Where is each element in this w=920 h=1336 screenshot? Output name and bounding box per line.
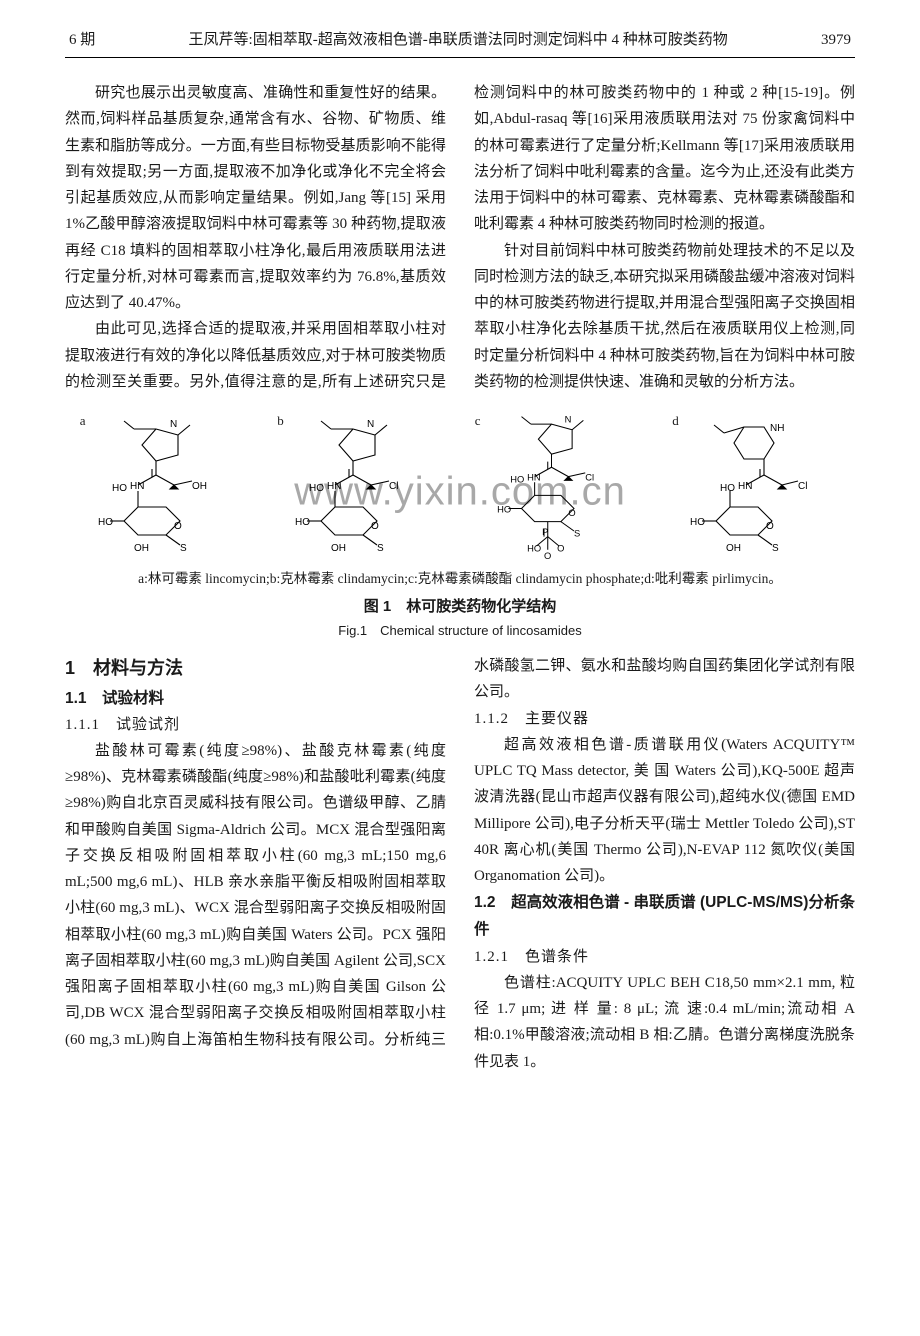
svg-text:S: S <box>772 543 779 554</box>
molecule-label-b: b <box>277 413 284 429</box>
svg-text:Cl: Cl <box>585 472 594 482</box>
svg-text:O: O <box>568 508 575 518</box>
svg-text:O: O <box>174 521 182 532</box>
molecule-row: www.yixin.com.cn a <box>65 411 855 561</box>
molecule-svg: NH HO HN Cl HO OH O S <box>666 411 846 561</box>
svg-text:HO: HO <box>112 483 127 494</box>
figure-caption-cn: 图 1 林可胺类药物化学结构 <box>65 595 855 616</box>
svg-text:HN: HN <box>527 472 541 482</box>
paragraph: 研究也展示出灵敏度高、准确性和重复性好的结果。然而,饲料样品基质复杂,通常含有水… <box>65 80 446 316</box>
svg-text:Cl: Cl <box>389 481 398 492</box>
svg-text:N: N <box>564 414 571 424</box>
svg-text:HO: HO <box>720 483 735 494</box>
heading-1-2: 1.2 超高效液相色谱 - 串联质谱 (UPLC-MS/MS)分析条件 <box>474 889 855 943</box>
heading-1-1-1: 1.1.1 试验试剂 <box>65 712 446 738</box>
svg-text:HO: HO <box>527 544 541 554</box>
svg-text:P: P <box>542 527 548 537</box>
issue-label: 6 期 <box>69 28 95 49</box>
heading-1: 1 材料与方法 <box>65 653 446 685</box>
paragraph: 超高效液相色谱-质谱联用仪(Waters ACQUITY™ UPLC TQ Ma… <box>474 732 855 890</box>
svg-text:HO: HO <box>98 517 113 528</box>
svg-text:S: S <box>574 529 580 539</box>
figure-compound-legend: a:林可霉素 lincomycin;b:克林霉素 clindamycin;c:克… <box>65 567 855 587</box>
svg-text:O: O <box>766 521 774 532</box>
molecule-b: b N HO HN C <box>271 411 451 561</box>
molecule-svg: N HO HN Cl HO OH O S <box>271 411 451 561</box>
header-rule <box>65 57 855 58</box>
svg-text:HO: HO <box>497 504 511 514</box>
svg-text:HO: HO <box>309 483 324 494</box>
body-top-columns: 研究也展示出灵敏度高、准确性和重复性好的结果。然而,饲料样品基质复杂,通常含有水… <box>65 80 855 395</box>
heading-1-1: 1.1 试验材料 <box>65 685 446 712</box>
running-title: 王凤芹等:固相萃取-超高效液相色谱-串联质谱法同时测定饲料中 4 种林可胺类药物 <box>189 28 728 49</box>
svg-text:NH: NH <box>770 423 784 434</box>
svg-text:O: O <box>544 551 551 561</box>
svg-text:O: O <box>371 521 379 532</box>
svg-text:S: S <box>377 543 384 554</box>
svg-text:HO: HO <box>510 474 524 484</box>
heading-1-2-1: 1.2.1 色谱条件 <box>474 944 855 970</box>
paragraph: 色谱柱:ACQUITY UPLC BEH C18,50 mm×2.1 mm, 粒… <box>474 970 855 1075</box>
svg-text:HO: HO <box>295 517 310 528</box>
svg-text:S: S <box>180 543 187 554</box>
figure-1: www.yixin.com.cn a <box>65 411 855 639</box>
figure-caption-en: Fig.1 Chemical structure of lincosamides <box>65 620 855 639</box>
molecule-a: a N HO HN O <box>74 411 254 561</box>
svg-text:Cl: Cl <box>798 481 807 492</box>
svg-text:OH: OH <box>726 543 741 554</box>
svg-text:HN: HN <box>738 481 752 492</box>
paragraph: 针对目前饲料中林可胺类药物前处理技术的不足以及同时检测方法的缺乏,本研究拟采用磷… <box>474 238 855 396</box>
page-number: 3979 <box>821 32 851 49</box>
svg-text:OH: OH <box>192 481 207 492</box>
molecule-svg: N HO HN Cl HO O S HO O O P <box>469 411 649 561</box>
body-bottom-columns: 1 材料与方法 1.1 试验材料 1.1.1 试验试剂 盐酸林可霉素(纯度≥98… <box>65 653 855 1075</box>
svg-text:HO: HO <box>690 517 705 528</box>
molecule-c: c <box>469 411 649 561</box>
molecule-label-d: d <box>672 413 679 429</box>
svg-text:N: N <box>170 419 177 430</box>
svg-text:O: O <box>557 544 564 554</box>
heading-1-1-2: 1.1.2 主要仪器 <box>474 706 855 732</box>
svg-text:HN: HN <box>327 481 341 492</box>
svg-text:HN: HN <box>130 481 144 492</box>
molecule-svg: N HO HN OH HO OH O S <box>74 411 254 561</box>
molecule-label-a: a <box>80 413 86 429</box>
molecule-label-c: c <box>475 413 481 429</box>
molecule-d: d NH HO HN Cl <box>666 411 846 561</box>
svg-text:OH: OH <box>134 543 149 554</box>
svg-text:N: N <box>367 419 374 430</box>
svg-text:OH: OH <box>331 543 346 554</box>
running-header: 6 期 王凤芹等:固相萃取-超高效液相色谱-串联质谱法同时测定饲料中 4 种林可… <box>65 28 855 57</box>
